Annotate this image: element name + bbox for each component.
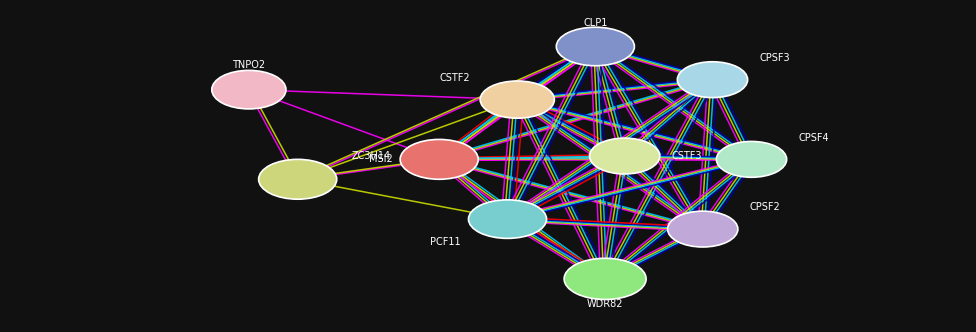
Text: CPSF4: CPSF4 — [798, 133, 829, 143]
Ellipse shape — [677, 62, 748, 98]
Ellipse shape — [590, 138, 660, 174]
Ellipse shape — [668, 211, 738, 247]
Text: TNPO2: TNPO2 — [232, 60, 265, 70]
Ellipse shape — [468, 200, 547, 238]
Text: WDR82: WDR82 — [587, 299, 624, 309]
Text: CPSF3: CPSF3 — [759, 53, 790, 63]
Ellipse shape — [556, 27, 634, 66]
Text: CSTF2: CSTF2 — [440, 73, 470, 83]
Ellipse shape — [564, 258, 646, 299]
Text: PCF11: PCF11 — [430, 237, 461, 247]
Text: MSI2: MSI2 — [369, 154, 392, 164]
Text: CLP1: CLP1 — [584, 18, 607, 28]
Ellipse shape — [480, 81, 554, 118]
Ellipse shape — [259, 159, 337, 199]
Ellipse shape — [400, 139, 478, 179]
Ellipse shape — [212, 70, 286, 109]
Text: CSTF3: CSTF3 — [671, 151, 702, 161]
Text: CPSF2: CPSF2 — [750, 203, 781, 212]
Text: ZC3H14: ZC3H14 — [351, 151, 390, 161]
Ellipse shape — [716, 141, 787, 177]
